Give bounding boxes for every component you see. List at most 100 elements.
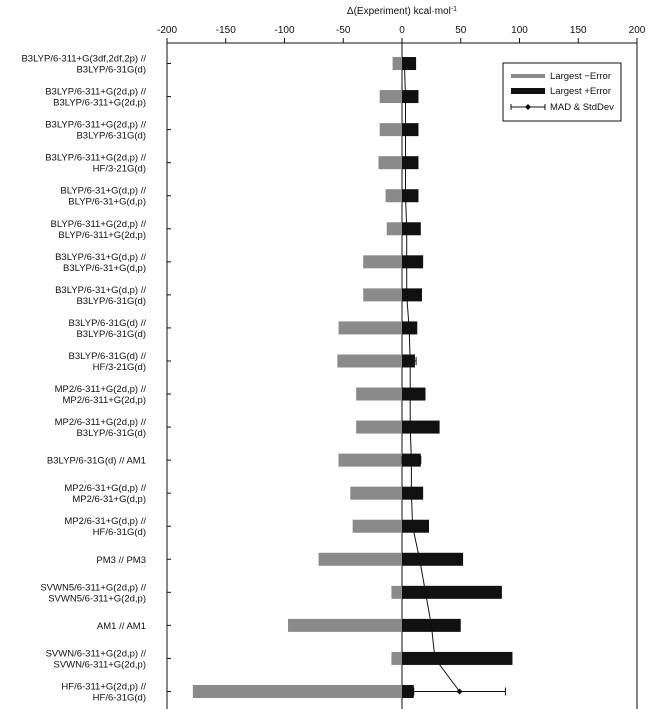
bar-negative-error — [385, 189, 402, 203]
category-label: HF/3-21G(d) — [93, 164, 146, 175]
bar-negative-error — [288, 618, 402, 632]
bars-layer — [192, 57, 513, 698]
category-label: B3LYP/6-31G(d) — [76, 329, 146, 340]
legend-pos-swatch — [511, 88, 545, 94]
bar-negative-error — [379, 90, 402, 104]
legend-pos-label: Largest +Error — [550, 86, 611, 97]
bar-positive-error — [402, 255, 424, 269]
category-label: B3LYP/6-31G(d) // — [69, 351, 147, 362]
category-label: MP2/6-311+G(2d,p) // — [55, 384, 147, 395]
x-axis-title-text: Δ(Experiment) kcal·mol — [347, 6, 451, 17]
mad-point — [408, 490, 415, 497]
category-label: MP2/6-31+G(d,p) // — [64, 516, 146, 527]
category-label: PM3 // PM3 — [96, 555, 146, 566]
category-label: B3LYP/6-31G(d) — [76, 428, 146, 439]
legend: Largest −Error Largest +Error MAD & StdD… — [502, 62, 622, 122]
category-label: HF/6-31G(d) — [93, 692, 146, 703]
category-label: MP2/6-311+G(2d,p) — [62, 395, 146, 406]
mad-point — [406, 324, 413, 331]
category-label: SVWN/6-311+G(2d,p) — [54, 659, 147, 670]
bar-negative-error — [391, 651, 402, 665]
bar-positive-error — [402, 288, 422, 302]
bar-positive-error — [402, 420, 440, 434]
bar-positive-error — [402, 684, 414, 698]
category-label: B3LYP/6-31G(d) // AM1 — [47, 456, 146, 467]
bar-negative-error — [350, 486, 402, 500]
mad-point — [456, 688, 463, 695]
x-axis-title-superscript: -1 — [451, 6, 457, 13]
bar-negative-error — [318, 552, 402, 566]
category-label: B3LYP/6-31G(d) — [76, 296, 146, 307]
category-label: HF/3-21G(d) — [93, 362, 146, 373]
category-label: B3LYP/6-311+G(2d,p) // — [45, 87, 146, 98]
category-label: MP2/6-31+G(d,p) // — [64, 483, 146, 494]
legend-neg-label: Largest −Error — [550, 71, 611, 82]
bar-negative-error — [356, 420, 402, 434]
category-label: B3LYP/6-31+G(d,p) // — [55, 285, 146, 296]
category-label: BLYP/6-31+G(d,p) // — [60, 186, 146, 197]
mad-point — [407, 357, 414, 364]
x-axis-title: Δ(Experiment) kcal·mol-1 — [347, 6, 457, 18]
category-label: B3LYP/6-311+G(2d,p) // — [45, 120, 146, 131]
bar-negative-error — [352, 519, 402, 533]
bar-positive-error — [402, 57, 417, 71]
x-tick-label: 100 — [511, 25, 528, 36]
mad-line — [403, 63, 461, 692]
x-tick-label: -100 — [274, 25, 294, 36]
bar-negative-error — [363, 255, 402, 269]
x-tick-label: 150 — [570, 25, 587, 36]
category-label: BLYP/6-311+G(2d,p) — [58, 230, 146, 241]
bar-negative-error — [192, 684, 402, 698]
bar-positive-error — [402, 123, 419, 137]
bar-negative-error — [379, 123, 402, 137]
bar-positive-error — [402, 651, 513, 665]
x-tick-label: 50 — [455, 25, 467, 36]
bar-positive-error — [402, 189, 419, 203]
mad-point — [408, 457, 415, 464]
bar-positive-error — [402, 387, 426, 401]
bar-negative-error — [338, 321, 402, 335]
category-label: SVWN5/6-311+G(2d,p) // — [40, 582, 146, 593]
bar-negative-error — [392, 57, 402, 71]
category-label: BLYP/6-31+G(d,p) — [68, 197, 146, 208]
category-label: MP2/6-311+G(2d,p) // — [55, 417, 147, 428]
category-label: SVWN5/6-311+G(2d,p) — [48, 593, 146, 604]
category-label: AM1 // AM1 — [97, 621, 146, 632]
bar-negative-error — [391, 585, 402, 599]
bar-positive-error — [402, 90, 419, 104]
legend-neg-swatch — [511, 74, 545, 78]
bar-negative-error — [386, 222, 402, 236]
bar-positive-error — [402, 552, 464, 566]
bar-negative-error — [337, 354, 402, 368]
category-label: B3LYP/6-31G(d) — [76, 65, 146, 76]
category-label: B3LYP/6-31+G(d,p) — [63, 263, 146, 274]
bar-negative-error — [338, 453, 402, 467]
category-label: SVWN/6-311+G(2d,p) // — [46, 648, 147, 659]
bar-negative-error — [363, 288, 402, 302]
category-axis: B3LYP/6-311+G(3df,2df,2p) //B3LYP/6-31G(… — [21, 54, 171, 703]
mad-layer — [401, 63, 506, 696]
bar-negative-error — [356, 387, 402, 401]
category-label: HF/6-311+G(2d,p) // — [61, 681, 146, 692]
category-label: B3LYP/6-311+G(2d,p) — [53, 98, 146, 109]
category-label: B3LYP/6-31+G(d,p) // — [55, 252, 146, 263]
category-label: HF/6-31G(d) — [93, 527, 146, 538]
x-axis: -200 -150 -100 -50 0 50 100 150 200 — [157, 25, 646, 43]
bar-negative-error — [378, 156, 402, 170]
x-tick-label: -150 — [216, 25, 236, 36]
x-tick-label: 0 — [399, 25, 405, 36]
category-label: B3LYP/6-311+G(3df,2df,2p) // — [21, 54, 146, 65]
x-tick-label: -200 — [157, 25, 177, 36]
category-label: BLYP/6-311+G(2d,p) // — [51, 219, 147, 230]
bar-positive-error — [402, 156, 419, 170]
x-tick-label: -50 — [336, 25, 351, 36]
category-label: B3LYP/6-31G(d) — [76, 131, 146, 142]
x-tick-label: 200 — [629, 25, 646, 36]
category-label: B3LYP/6-31G(d) // — [69, 318, 147, 329]
category-label: MP2/6-31+G(d,p) — [72, 494, 146, 505]
bar-positive-error — [402, 519, 430, 533]
bar-positive-error — [402, 585, 502, 599]
bar-positive-error — [402, 222, 421, 236]
legend-mad-diamond — [525, 104, 531, 110]
